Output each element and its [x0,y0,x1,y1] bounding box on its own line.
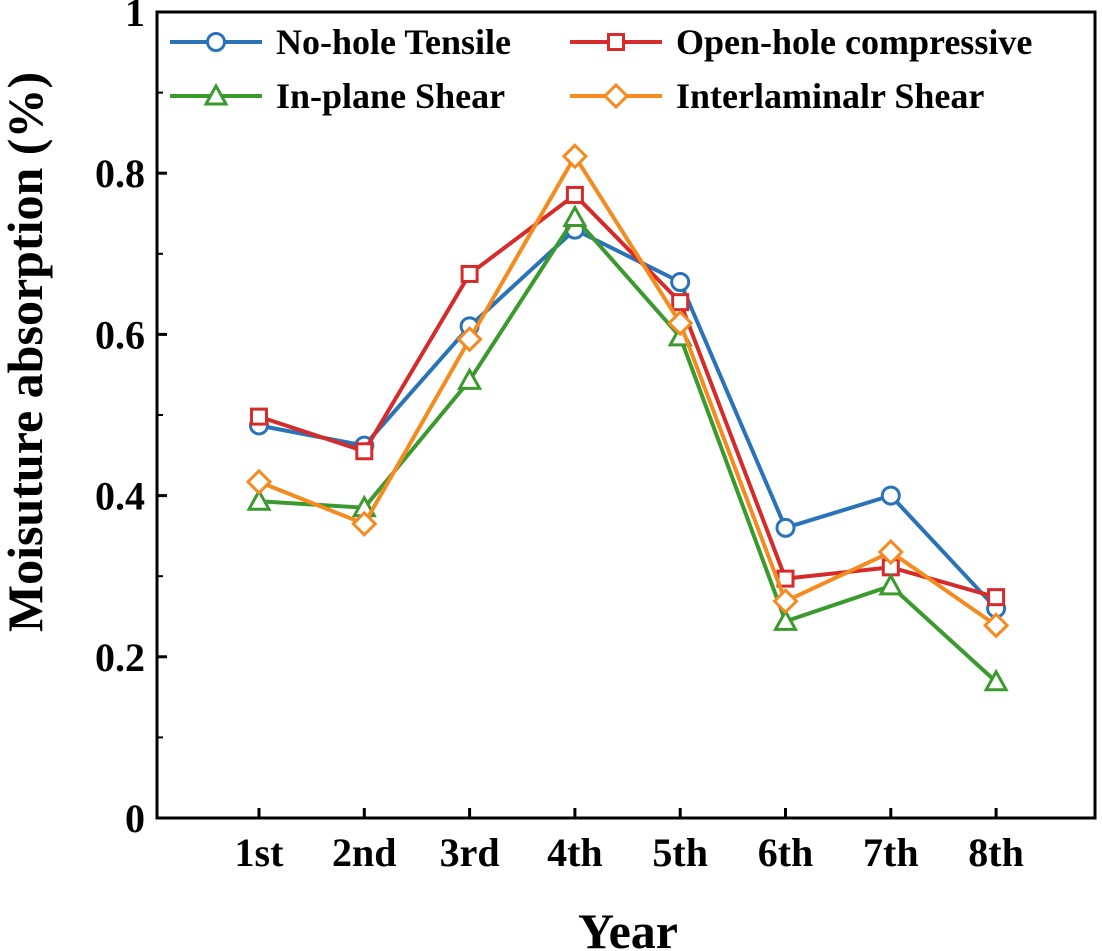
data-point [775,517,796,538]
data-point [982,612,1010,639]
x-tick-label: 2nd [332,830,397,875]
data-point [670,272,691,293]
y-axis-title: Moisuture absorption (%) [0,72,53,632]
data-point [351,510,378,537]
data-point [246,488,272,511]
data-point [983,668,1009,692]
data-point [456,326,483,353]
data-point [562,204,588,228]
legend-label: In-plane Shear [276,76,505,116]
data-point [561,143,589,170]
data-point [355,442,374,461]
legend: No-hole Tensile Open-hole compressive In-p… [170,22,1032,116]
legend-marker [206,32,226,52]
series-4 [245,143,1010,639]
legend-item: No-hole Tensile [170,22,511,62]
series-group [245,143,1010,692]
data-point [667,309,694,337]
x-tick-labels: 1st 2nd 3rd 4th 5th 6th 7th 8th [235,830,1024,875]
data-point [772,588,799,615]
data-point [772,608,799,631]
data-point [987,588,1006,607]
series-line [258,154,998,628]
axis-ticks [157,10,998,820]
y-tick-label: 0 [125,796,145,841]
legend-marker [602,82,630,110]
y-tick-label: 0.6 [95,312,145,357]
legend-marker [607,33,625,51]
legend-label: No-hole Tensile [276,22,511,62]
legend-label: Open-hole compressive [676,22,1032,62]
x-tick-label: 3rd [440,830,500,875]
legend-item: Open-hole compressive [570,22,1032,62]
series-line [258,227,998,610]
y-tick-label: 0.8 [95,151,145,196]
x-tick-label: 4th [547,830,603,875]
x-tick-label: 7th [863,830,919,875]
y-tick-label: 1 [125,0,145,35]
data-point [565,185,584,204]
data-point [671,293,690,312]
series-line [258,215,998,684]
data-point [457,367,483,390]
data-point [880,485,901,506]
y-tick-label: 0.4 [95,474,145,519]
data-point [877,538,904,566]
series-line [258,192,997,600]
x-axis-title: Year [578,903,678,951]
data-point [250,407,268,426]
x-tick-label: 6th [758,830,814,875]
legend-marker [203,82,229,106]
x-tick-label: 8th [968,830,1024,875]
data-point [460,264,479,283]
data-point [878,572,904,596]
legend-item: In-plane Shear [170,76,505,116]
x-tick-label: 1st [235,830,285,875]
y-tick-label: 0.2 [95,635,145,680]
data-point [245,468,273,496]
legend-item: Interlaminalr Shear [570,76,984,116]
legend-label: Interlaminalr Shear [676,76,984,116]
series-3 [246,204,1009,692]
series-2 [250,185,1006,607]
plot-frame [155,10,1097,820]
y-tick-labels: 0 0.2 0.4 0.6 0.8 1 [95,0,145,841]
x-tick-label: 5th [652,830,708,875]
